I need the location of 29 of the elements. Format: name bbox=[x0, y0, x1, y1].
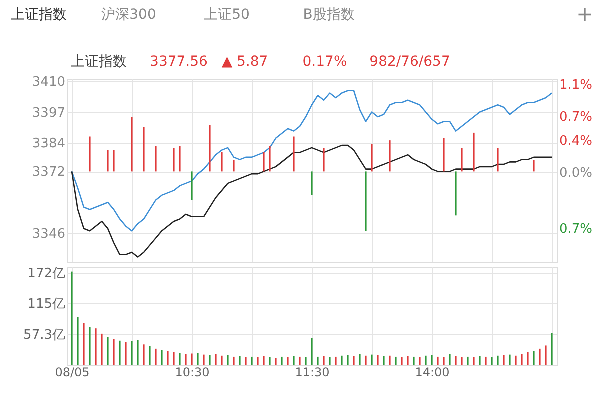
y2-tick-label: 0.4% bbox=[560, 134, 593, 149]
y-tick-label: 57.3亿 bbox=[24, 328, 66, 343]
x-tick-label: 10:30 bbox=[175, 366, 210, 380]
text: + bbox=[576, 2, 594, 26]
y2-tick-label: 1.1% bbox=[560, 78, 593, 93]
y-tick-label: 115亿 bbox=[28, 296, 66, 312]
y-tick-label: 172亿 bbox=[28, 266, 66, 282]
chart-title: 上证指数 bbox=[71, 54, 127, 70]
text: 3377.56 bbox=[150, 54, 208, 70]
y-tick-label: 3410 bbox=[32, 74, 66, 90]
text: B股指数 bbox=[303, 7, 355, 23]
y-tick-label: 3346 bbox=[32, 226, 66, 242]
text: 982/76/657 bbox=[370, 54, 450, 70]
text: 上证指数 bbox=[11, 7, 67, 23]
y2-tick-label: 0.0% bbox=[560, 166, 593, 181]
y-tick-label: 3384 bbox=[32, 136, 66, 152]
x-tick-label: 08/05 bbox=[55, 366, 90, 380]
x-tick-label: 11:30 bbox=[295, 366, 330, 380]
line-series bbox=[71, 144, 553, 258]
x-tick-label: 14:00 bbox=[415, 366, 450, 380]
text: 0.17% bbox=[302, 54, 348, 70]
y2-tick-label: 0.7% bbox=[560, 110, 593, 125]
text: 沪深300 bbox=[102, 7, 156, 23]
text: ▲ 5.87 bbox=[222, 54, 268, 70]
y-tick-label: 3397 bbox=[32, 106, 66, 121]
y-tick-label: 3372 bbox=[32, 165, 66, 180]
y2-tick-label: 0.7% bbox=[560, 222, 593, 238]
text: 上证50 bbox=[204, 7, 250, 23]
line-series bbox=[71, 90, 553, 232]
